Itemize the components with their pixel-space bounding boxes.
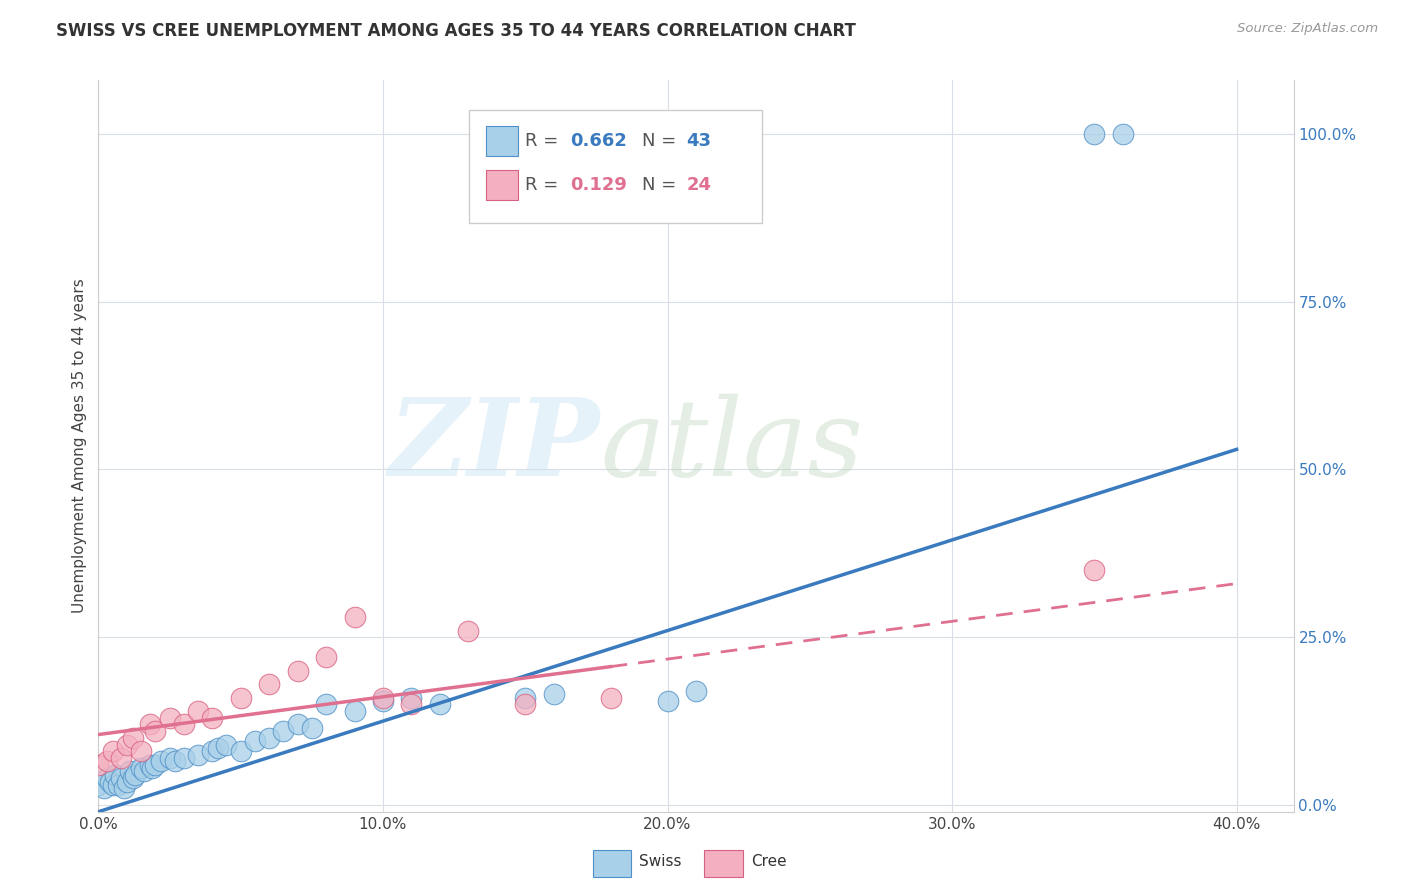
Point [96, 755, 118, 769]
Point [104, 768, 127, 782]
Point [287, 717, 309, 731]
Y-axis label: Unemployment Among Ages 35 to 44 years: Unemployment Among Ages 35 to 44 years [72, 278, 87, 614]
Point [101, 744, 124, 758]
Point [165, 755, 187, 769]
Point [429, 698, 451, 712]
Text: atlas: atlas [600, 393, 863, 499]
Point [118, 764, 141, 779]
Point [143, 757, 166, 772]
FancyBboxPatch shape [593, 850, 631, 877]
Text: 0.662: 0.662 [571, 132, 627, 150]
Point [132, 764, 155, 779]
Point [287, 664, 309, 678]
Text: Swiss: Swiss [638, 854, 681, 869]
Point [315, 698, 337, 712]
Point [121, 771, 143, 785]
Point [107, 778, 129, 792]
Point [1083, 563, 1105, 577]
FancyBboxPatch shape [485, 169, 517, 200]
Point [96, 771, 118, 785]
Point [401, 698, 423, 712]
Point [121, 731, 143, 745]
Point [273, 724, 295, 739]
Point [457, 624, 479, 638]
Text: Source: ZipAtlas.com: Source: ZipAtlas.com [1237, 22, 1378, 36]
Point [301, 721, 323, 735]
Text: Cree: Cree [751, 854, 786, 869]
Point [87, 757, 110, 772]
Point [257, 731, 280, 745]
Point [173, 751, 195, 765]
Text: R =: R = [524, 176, 564, 194]
Point [187, 704, 209, 718]
Point [215, 738, 238, 752]
Point [1083, 127, 1105, 141]
Point [315, 650, 337, 665]
Text: SWISS VS CREE UNEMPLOYMENT AMONG AGES 35 TO 44 YEARS CORRELATION CHART: SWISS VS CREE UNEMPLOYMENT AMONG AGES 35… [56, 22, 856, 40]
FancyBboxPatch shape [470, 110, 762, 223]
Text: N =: N = [643, 176, 682, 194]
Point [187, 747, 209, 762]
Point [201, 744, 224, 758]
Point [141, 761, 163, 775]
Point [143, 724, 166, 739]
Text: 0.129: 0.129 [571, 176, 627, 194]
Text: ZIP: ZIP [389, 393, 600, 499]
Point [401, 690, 423, 705]
Point [87, 778, 110, 792]
Point [138, 717, 160, 731]
Text: N =: N = [643, 132, 682, 150]
Point [98, 774, 121, 789]
Point [201, 711, 224, 725]
Point [371, 694, 394, 708]
Point [173, 717, 195, 731]
Point [243, 734, 266, 748]
Point [343, 704, 366, 718]
Point [115, 738, 138, 752]
Point [159, 751, 181, 765]
Point [543, 687, 565, 701]
Point [159, 711, 181, 725]
Point [93, 781, 115, 796]
Point [343, 610, 366, 624]
Point [115, 774, 138, 789]
Point [129, 744, 152, 758]
Point [110, 751, 132, 765]
Text: 24: 24 [686, 176, 711, 194]
Point [207, 741, 229, 756]
Point [110, 771, 132, 785]
Point [599, 690, 621, 705]
Point [138, 757, 160, 772]
Point [124, 768, 146, 782]
Text: 43: 43 [686, 132, 711, 150]
Point [150, 755, 173, 769]
Point [112, 781, 135, 796]
Point [257, 677, 280, 691]
Text: R =: R = [524, 132, 564, 150]
Point [229, 690, 252, 705]
Point [101, 778, 124, 792]
Point [371, 690, 394, 705]
Point [685, 684, 707, 698]
FancyBboxPatch shape [485, 126, 517, 156]
Point [229, 744, 252, 758]
Point [1112, 127, 1135, 141]
Point [129, 761, 152, 775]
Point [657, 694, 679, 708]
FancyBboxPatch shape [704, 850, 742, 877]
Point [515, 698, 537, 712]
Point [515, 690, 537, 705]
